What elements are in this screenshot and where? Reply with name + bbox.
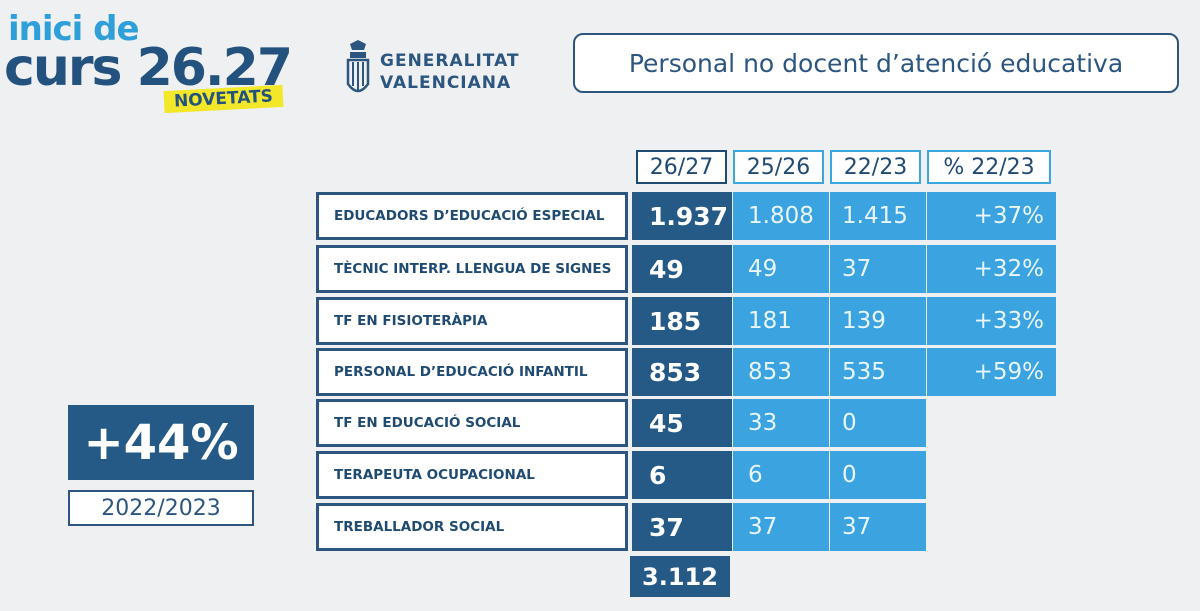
cell-2223: 535 xyxy=(830,348,926,396)
row-label: TF EN FISIOTERÀPIA xyxy=(316,297,628,345)
cell-percent: +37% xyxy=(927,192,1056,240)
row-label: TF EN EDUCACIÓ SOCIAL xyxy=(316,399,628,447)
cell-2223: 1.415 xyxy=(830,192,926,240)
cell-percent: +59% xyxy=(927,348,1056,396)
cell-2223: 139 xyxy=(830,297,926,345)
logo-curs-word: curs xyxy=(4,38,122,98)
cell-2526: 853 xyxy=(733,348,829,396)
page-title: Personal no docent d’atenció educativa xyxy=(573,33,1179,93)
logo-line-inici: inici de xyxy=(8,9,140,49)
cell-2223: 37 xyxy=(830,245,926,293)
generalitat-line1: GENERALITAT xyxy=(380,51,520,71)
row-label: TÈCNIC INTERP. LLENGUA DE SIGNES xyxy=(316,245,628,293)
cell-percent: +32% xyxy=(927,245,1056,293)
growth-period: 2022/2023 xyxy=(68,490,254,526)
cell-2627: 853 xyxy=(632,348,732,396)
generalitat-name: GENERALITAT VALENCIANA xyxy=(380,50,520,94)
cell-2627: 185 xyxy=(632,297,732,345)
cell-2627: 6 xyxy=(632,451,732,499)
cell-2223: 0 xyxy=(830,399,926,447)
column-header-2526: 25/26 xyxy=(733,150,824,184)
cell-2223: 37 xyxy=(830,503,926,551)
cell-2526: 1.808 xyxy=(733,192,829,240)
column-header-2627: 26/27 xyxy=(636,150,727,184)
generalitat-emblem-icon xyxy=(346,40,370,93)
cell-2627: 37 xyxy=(632,503,732,551)
cell-percent: +33% xyxy=(927,297,1056,345)
row-label: PERSONAL D’EDUCACIÓ INFANTIL xyxy=(316,348,628,396)
cell-2223: 0 xyxy=(830,451,926,499)
cell-2526: 49 xyxy=(733,245,829,293)
row-label: TREBALLADOR SOCIAL xyxy=(316,503,628,551)
cell-2627: 49 xyxy=(632,245,732,293)
total-2627: 3.112 xyxy=(630,556,730,597)
column-header-2223: 22/23 xyxy=(830,150,921,184)
cell-2627: 45 xyxy=(632,399,732,447)
cell-2526: 181 xyxy=(733,297,829,345)
row-label: EDUCADORS D’EDUCACIÓ ESPECIAL xyxy=(316,192,628,240)
cell-2526: 6 xyxy=(733,451,829,499)
cell-2627: 1.937 xyxy=(632,192,732,240)
row-label: TERAPEUTA OCUPACIONAL xyxy=(316,451,628,499)
generalitat-line2: VALENCIANA xyxy=(380,73,512,93)
cell-2526: 33 xyxy=(733,399,829,447)
column-header-percent: % 22/23 xyxy=(927,150,1051,184)
cell-2526: 37 xyxy=(733,503,829,551)
growth-percentage: +44% xyxy=(68,405,254,480)
